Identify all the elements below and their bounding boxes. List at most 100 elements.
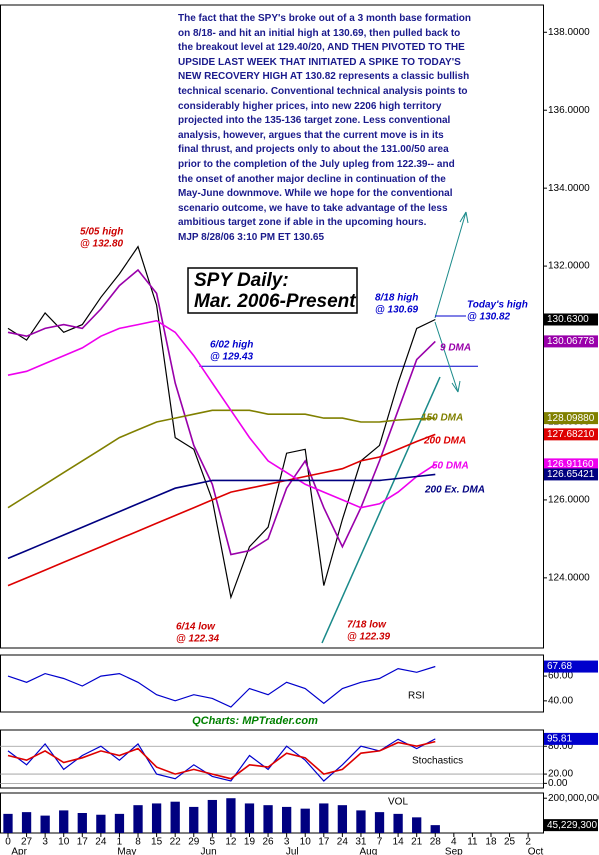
annotation: 8/18 high [375, 293, 418, 304]
bar [263, 805, 273, 833]
bar [21, 812, 32, 833]
last-value-label: 126.65421 [547, 469, 595, 480]
bar [170, 801, 180, 833]
bar [151, 803, 162, 833]
last-value-label: 45,229,300 [547, 820, 597, 831]
bar [59, 810, 69, 833]
bar [189, 806, 199, 833]
bar [356, 810, 366, 833]
x-tick-label: 5 [210, 837, 216, 848]
month-label: Jul [286, 847, 299, 855]
commentary-line: final thrust, and projects only to about… [178, 144, 449, 156]
y-tick-label: 0.00 [548, 778, 568, 789]
commentary-line: considerably higher prices, into new 220… [178, 100, 442, 112]
series-label: 50 DMA [432, 461, 469, 472]
series-line [7, 409, 436, 509]
annotation: 6/14 low [176, 622, 216, 633]
y-tick-label: 200,000,000 [548, 793, 599, 804]
last-value-label: 128.09880 [547, 413, 595, 424]
arrow [434, 211, 467, 319]
x-tick-label: 29 [188, 837, 200, 848]
x-tick-label: 10 [58, 837, 70, 848]
y-tick-label: 40.00 [548, 695, 573, 706]
bar [3, 813, 13, 833]
last-value-box [544, 732, 598, 745]
last-value-label: 67.68 [547, 661, 572, 672]
annotation: 6/02 high [210, 340, 253, 351]
series-line [7, 245, 436, 600]
credit: QCharts: MPTrader.com [192, 715, 318, 727]
last-value-box [544, 428, 598, 441]
y-tick-label: 138.0000 [548, 27, 590, 38]
series-label: 200 DMA [423, 436, 466, 447]
panel-frame [0, 729, 544, 789]
x-tick-label: 1 [117, 837, 123, 848]
bar [133, 805, 143, 833]
last-value-label: 126.91160 [547, 459, 594, 470]
last-value-label: 130.06778 [547, 336, 595, 347]
commentary-line: prior to the completion of the July uple… [178, 158, 455, 170]
last-value-box [544, 660, 598, 673]
bar [226, 798, 236, 833]
commentary-line: technical scenario. Conventional technic… [178, 85, 468, 97]
last-value-box [544, 468, 598, 481]
x-tick-label: 24 [95, 837, 107, 848]
annotation: @ 129.43 [210, 352, 254, 363]
x-tick-label: 22 [170, 837, 182, 848]
last-value-box [544, 458, 598, 471]
series-line [7, 268, 436, 556]
bar [300, 808, 310, 833]
x-tick-label: 15 [151, 837, 163, 848]
y-tick-label: 136.0000 [548, 105, 590, 116]
x-tick-label: 12 [225, 837, 237, 848]
y-tick-label: 132.0000 [548, 261, 590, 272]
x-tick-label: 4 [451, 837, 457, 848]
y-tick-label: 20.00 [548, 769, 573, 780]
x-tick-label: 28 [430, 837, 442, 848]
month-label: Apr [11, 847, 27, 855]
chart-subtitle: Mar. 2006-Present [194, 291, 356, 312]
x-tick-label: 18 [485, 837, 497, 848]
bar [114, 813, 125, 833]
commentary-line: The fact that the SPY's broke out of a 3… [178, 13, 471, 24]
commentary-line: analysis, however, argues that the curre… [178, 129, 444, 141]
x-tick-label: 26 [263, 837, 275, 848]
panel-title: VOL [388, 797, 408, 808]
y-tick-label: 80.00 [548, 741, 573, 752]
bar [393, 813, 403, 833]
annotation: @ 130.69 [375, 305, 419, 316]
x-tick-label: 0 [5, 837, 11, 848]
y-tick-label: 124.0000 [548, 572, 590, 583]
commentary-line: ambitious target zone if able in the upc… [178, 217, 427, 229]
bar [244, 803, 255, 833]
bar [374, 812, 385, 833]
annotation: 7/18 low [347, 620, 387, 631]
last-value-label: 95.81 [547, 734, 572, 745]
bar [412, 817, 422, 833]
commentary-line: UPSIDE LAST WEEK THAT INITIATED A SPIKE … [178, 56, 461, 68]
trend-line [321, 376, 441, 644]
panel-title: RSI [408, 691, 425, 702]
y-tick-label: 126.0000 [548, 495, 590, 506]
panel-frame [0, 4, 544, 649]
commentary-line: NEW RECOVERY HIGH AT 130.82 represents a… [178, 71, 470, 83]
title-box [187, 267, 358, 314]
commentary-line: the breakout level at 129.40/20, AND THE… [178, 42, 465, 54]
annotation: 5/05 high [80, 227, 123, 238]
x-tick-label: 14 [393, 837, 405, 848]
x-tick-label: 27 [21, 837, 33, 848]
series-label: 150 DMA [421, 413, 463, 424]
panel-title: Stochastics [412, 756, 463, 767]
bar [96, 814, 106, 833]
commentary-line: MJP 8/28/06 3:10 PM ET 130.65 [178, 231, 325, 243]
y-tick-label: 60.00 [548, 671, 573, 682]
x-tick-label: 24 [337, 837, 349, 848]
annotation: @ 122.34 [176, 634, 220, 645]
x-tick-label: 7 [377, 837, 383, 848]
bar [430, 825, 440, 833]
series-line [7, 433, 436, 587]
x-tick-label: 25 [504, 837, 516, 848]
last-value-box [544, 412, 598, 425]
commentary-line: the onset of another major decline in co… [178, 173, 446, 185]
